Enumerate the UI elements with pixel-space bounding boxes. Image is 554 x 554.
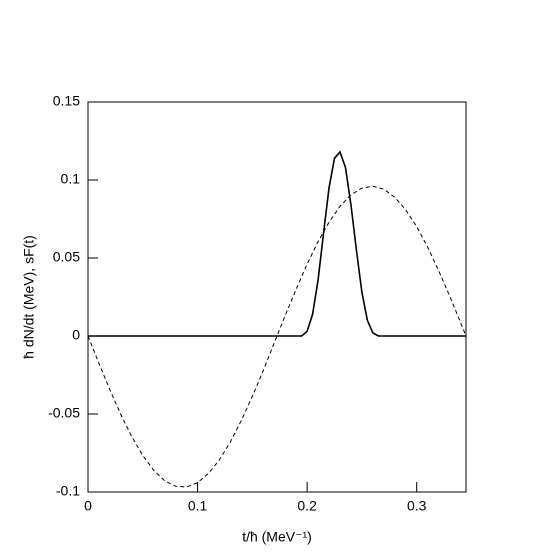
plot-frame [87,101,467,493]
y-tick-label: 0.05 [53,249,80,265]
x-tick-label: 0.2 [297,498,317,514]
y-axis-label: ħ dN/dt (MeV), sF(t) [21,235,37,359]
x-tick-label: 0.1 [188,498,208,514]
y-tick-label: 0 [72,327,80,343]
x-tick-label: 0.3 [407,498,427,514]
x-axis-label: t/ħ (MeV⁻¹) [242,529,312,545]
y-tick-label: 0.1 [61,171,81,187]
y-tick-label: 0.15 [53,93,80,109]
line-series [87,185,467,488]
x-tick-label: 0 [84,498,92,514]
line-series [88,150,466,337]
y-tick-label: -0.05 [48,405,80,421]
y-tick-label: -0.1 [56,483,80,499]
